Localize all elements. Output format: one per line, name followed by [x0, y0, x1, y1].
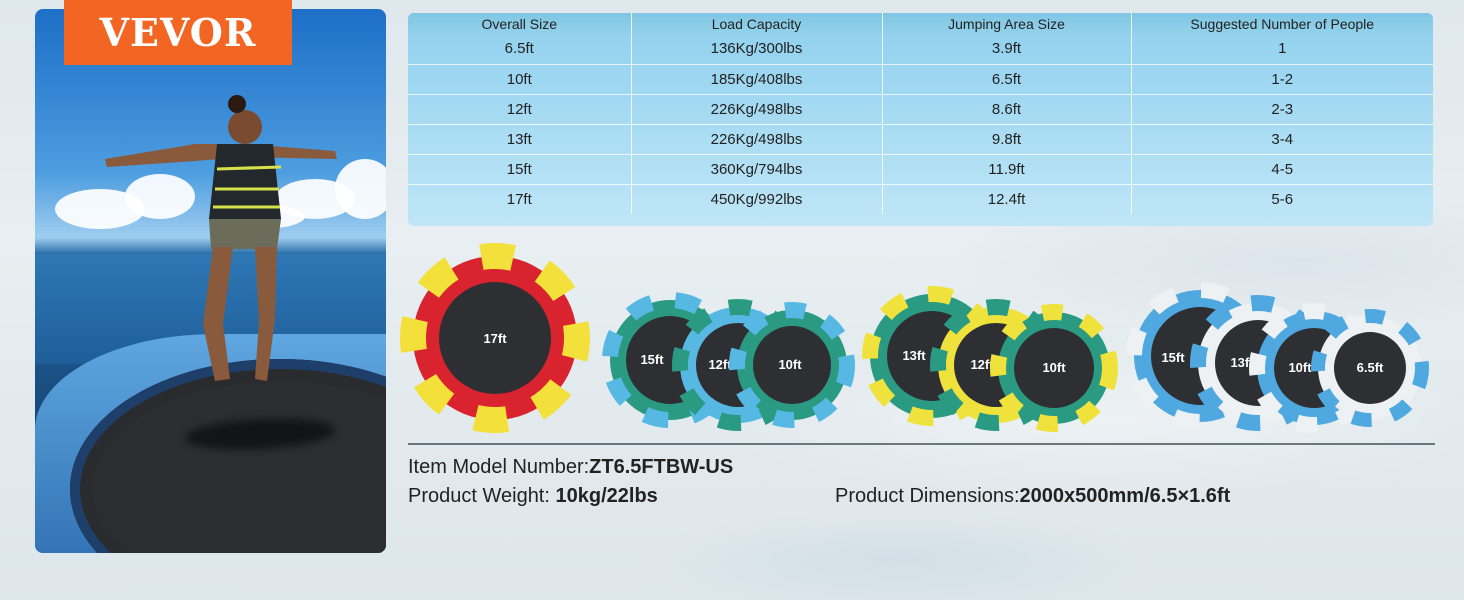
cell-area: 12.4ft	[881, 184, 1131, 214]
cell-people: 2-3	[1130, 94, 1433, 125]
trampoline-label: 17ft	[483, 331, 507, 346]
model-value: ZT6.5FTBW-US	[589, 456, 734, 478]
header-overall-size: Overall Size	[408, 13, 631, 34]
cell-load: 226Kg/498lbs	[630, 124, 882, 155]
cell-people: 1	[1130, 34, 1433, 65]
trampoline-label: 15ft	[640, 352, 664, 367]
cell-size: 13ft	[408, 124, 631, 155]
trampoline-label: 6.5ft	[1357, 360, 1384, 375]
trampoline-size-illustrations: 17ft 15ft 12ft 10ft 13ft 12ft 10ft	[400, 243, 1429, 433]
cell-size: 15ft	[408, 154, 631, 185]
cell-people: 3-4	[1130, 124, 1433, 155]
cell-load: 136Kg/300lbs	[630, 34, 882, 65]
cell-load: 226Kg/498lbs	[630, 94, 882, 125]
size-table: Overall Size Load Capacity Jumping Area …	[408, 13, 1433, 226]
trampoline-green-blue-group: 15ft 12ft 10ft	[602, 292, 855, 431]
dimensions-value: 2000x500mm/6.5×1.6ft	[1019, 485, 1231, 507]
product-weight: Product Weight: 10kg/22lbs	[408, 485, 658, 508]
vevor-logo: VEVOR	[64, 0, 292, 65]
cell-size: 6.5ft	[408, 34, 631, 65]
trampoline-green-yellow-group: 13ft 12ft 10ft	[862, 286, 1118, 432]
cell-area: 8.6ft	[881, 94, 1131, 125]
jumping-person-figure	[105, 95, 337, 381]
trampoline-label: 12ft	[970, 357, 994, 372]
trampoline-label: 15ft	[1161, 350, 1185, 365]
table-row: 12ft 226Kg/498lbs 8.6ft 2-3	[408, 94, 1433, 125]
divider-line	[408, 443, 1435, 445]
trampoline-label: 10ft	[778, 357, 802, 372]
trampoline-red-yellow-group: 17ft	[400, 243, 590, 433]
cell-size: 10ft	[408, 64, 631, 95]
trampoline-blue-white-group: 15ft 13ft 10ft 6.5ft	[1126, 282, 1429, 433]
header-jumping-area: Jumping Area Size	[881, 13, 1131, 34]
trampoline-label: 13ft	[902, 348, 926, 363]
trampoline-label: 12ft	[708, 357, 732, 372]
table-header-row: Overall Size Load Capacity Jumping Area …	[408, 13, 1433, 34]
product-dimensions: Product Dimensions:2000x500mm/6.5×1.6ft	[835, 485, 1230, 508]
header-suggested-people: Suggested Number of People	[1130, 13, 1433, 34]
dimensions-label: Product Dimensions:	[835, 485, 1020, 507]
cell-people: 5-6	[1130, 184, 1433, 214]
cell-area: 6.5ft	[881, 64, 1131, 95]
trampoline-label: 13ft	[1230, 355, 1254, 370]
cell-people: 4-5	[1130, 154, 1433, 185]
cell-area: 9.8ft	[881, 124, 1131, 155]
table-row: 10ft 185Kg/408lbs 6.5ft 1-2	[408, 64, 1433, 95]
trampoline-label: 10ft	[1288, 360, 1312, 375]
table-row: 15ft 360Kg/794lbs 11.9ft 4-5	[408, 154, 1433, 185]
product-photo	[35, 9, 386, 553]
header-load-capacity: Load Capacity	[630, 13, 882, 34]
cell-area: 11.9ft	[881, 154, 1131, 185]
trampoline-label: 10ft	[1042, 360, 1066, 375]
weight-value: 10kg/22lbs	[555, 485, 658, 507]
cell-load: 360Kg/794lbs	[630, 154, 882, 185]
table-row: 13ft 226Kg/498lbs 9.8ft 3-4	[408, 124, 1433, 155]
table-row: 17ft 450Kg/992lbs 12.4ft 5-6	[408, 184, 1433, 214]
cell-load: 185Kg/408lbs	[630, 64, 882, 95]
table-row: 6.5ft 136Kg/300lbs 3.9ft 1	[408, 34, 1433, 65]
cell-load: 450Kg/992lbs	[630, 184, 882, 214]
cell-size: 12ft	[408, 94, 631, 125]
weight-label: Product Weight:	[408, 485, 550, 507]
item-model-number: Item Model Number:ZT6.5FTBW-US	[408, 456, 733, 479]
cell-area: 3.9ft	[881, 34, 1131, 65]
cell-people: 1-2	[1130, 64, 1433, 95]
cell-size: 17ft	[506, 190, 532, 208]
model-label: Item Model Number:	[408, 456, 590, 478]
